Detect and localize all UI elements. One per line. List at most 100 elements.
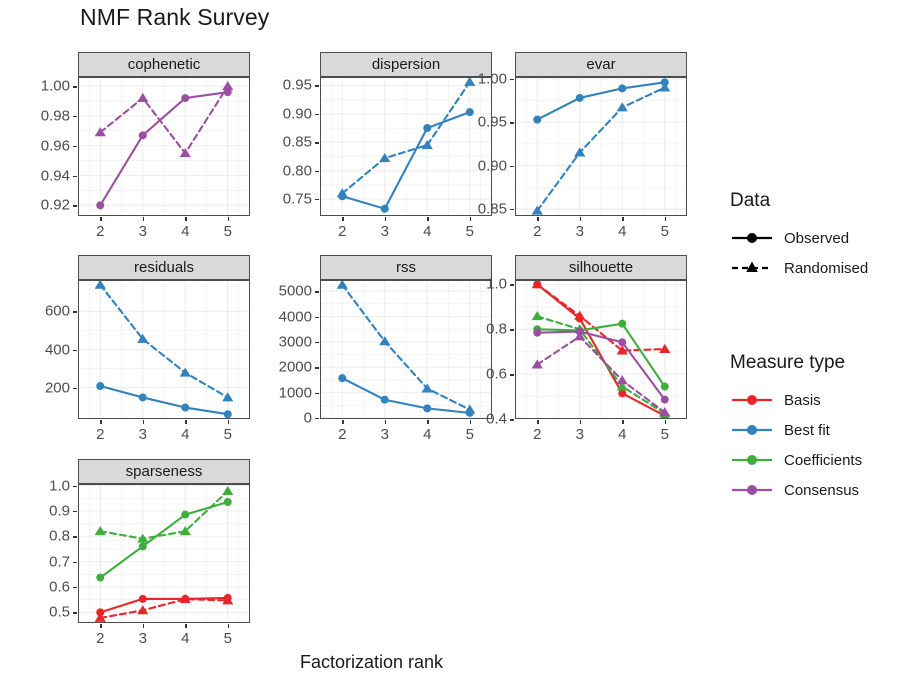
series-point-silhouette-0 <box>618 389 627 398</box>
legend-item-consensus[interactable]: Consensus <box>730 475 862 505</box>
x-tick-mark-rss-1 <box>384 420 387 424</box>
x-tick-mark-evar-1 <box>579 217 582 221</box>
series-point-rss-1 <box>421 383 433 393</box>
y-tick-label-residuals-1: 400 <box>44 341 70 358</box>
x-tick-mark-evar-2 <box>622 217 624 221</box>
y-tick-label-rss-0: 0 <box>303 409 312 427</box>
series-point-silhouette-2 <box>618 319 627 328</box>
series-point-sparseness-3 <box>137 533 149 543</box>
x-tick-label-sparseness-1: 3 <box>138 630 147 647</box>
legend-item-coefficients[interactable]: Coefficients <box>730 445 862 475</box>
series-point-silhouette-4 <box>618 338 627 347</box>
y-tick-mark-rss-4 <box>315 316 319 318</box>
y-tick-mark-silhouette-0 <box>510 419 514 421</box>
y-tick-mark-sparseness-2 <box>73 561 77 563</box>
y-tick-label-dispersion-3: 0.90 <box>282 105 312 123</box>
x-tick-label-silhouette-0: 2 <box>533 426 542 443</box>
series-line-sparseness-1 <box>99 598 229 619</box>
facet-strip-label-rss: rss <box>320 255 492 280</box>
series-point-rss-1 <box>464 404 476 414</box>
series-canvas-evar <box>516 78 686 215</box>
y-tick-mark-silhouette-2 <box>510 329 514 331</box>
x-tick-label-cophenetic-2: 4 <box>181 223 190 240</box>
series-point-sparseness-3 <box>222 485 234 495</box>
legend-key-circle-icon <box>730 419 774 441</box>
series-point-rss-0 <box>380 395 389 404</box>
series-point-sparseness-1 <box>179 593 191 604</box>
y-tick-label-residuals-0: 200 <box>44 379 70 397</box>
page-title: NMF Rank Survey <box>80 4 270 30</box>
y-tick-label-silhouette-0: 0.4 <box>486 410 507 428</box>
series-line-rss-1 <box>341 283 471 411</box>
plot-area-rss <box>320 280 492 419</box>
y-tick-label-sparseness-5: 1.0 <box>49 477 70 494</box>
series-point-silhouette-1 <box>616 345 628 355</box>
x-tick-mark-dispersion-2 <box>427 217 429 221</box>
x-tick-label-evar-1: 3 <box>575 223 584 240</box>
y-tick-label-rss-3: 3000 <box>278 333 312 351</box>
y-tick-mark-cophenetic-2 <box>73 145 77 148</box>
legend-label-randomised: Randomised <box>784 259 869 277</box>
series-line-silhouette-0 <box>536 283 666 417</box>
plot-area-dispersion <box>320 77 492 216</box>
legend-item-randomised[interactable]: Randomised <box>730 253 868 283</box>
x-tick-label-cophenetic-0: 2 <box>96 223 105 240</box>
plot-area-silhouette <box>515 280 687 419</box>
legend-label-best-fit: Best fit <box>784 421 830 439</box>
y-tick-mark-sparseness-3 <box>73 536 77 538</box>
y-tick-mark-sparseness-1 <box>73 586 77 589</box>
series-point-cophenetic-0 <box>96 201 105 210</box>
y-tick-label-silhouette-1: 0.6 <box>486 365 507 383</box>
legend-label-consensus: Consensus <box>784 481 860 499</box>
legend-key-circle-icon <box>730 479 774 501</box>
y-tick-mark-dispersion-4 <box>315 85 319 87</box>
x-tick-mark-dispersion-3 <box>469 217 472 221</box>
x-tick-mark-silhouette-1 <box>579 420 582 424</box>
legend-key-circle-icon <box>730 227 774 249</box>
y-tick-mark-evar-0 <box>510 208 514 211</box>
legend-item-best-fit[interactable]: Best fit <box>730 415 862 445</box>
series-point-sparseness-1 <box>137 605 149 615</box>
y-tick-mark-rss-1 <box>315 392 319 395</box>
x-tick-mark-dispersion-0 <box>342 217 344 221</box>
series-point-sparseness-0 <box>96 608 105 617</box>
series-point-dispersion-0 <box>423 124 432 133</box>
x-tick-label-residuals-0: 2 <box>96 426 105 443</box>
y-tick-mark-rss-2 <box>315 367 319 369</box>
y-tick-label-dispersion-4: 0.95 <box>282 76 312 94</box>
series-line-residuals-0 <box>99 384 229 416</box>
y-tick-label-silhouette-2: 0.8 <box>486 320 507 338</box>
y-tick-mark-cophenetic-3 <box>73 115 77 118</box>
x-tick-mark-rss-2 <box>427 420 429 424</box>
x-tick-label-silhouette-3: 5 <box>660 426 669 443</box>
series-canvas-residuals <box>79 281 249 418</box>
series-line-silhouette-4 <box>536 330 666 401</box>
data-legend: Data Observed Randomised <box>730 190 868 283</box>
x-tick-mark-residuals-2 <box>185 420 187 424</box>
series-point-residuals-0 <box>138 393 147 402</box>
series-point-silhouette-5 <box>531 359 543 369</box>
series-point-residuals-1 <box>179 367 191 377</box>
x-tick-label-cophenetic-3: 5 <box>223 223 232 240</box>
series-point-sparseness-2 <box>181 510 190 519</box>
legend-item-observed[interactable]: Observed <box>730 223 868 253</box>
y-tick-label-cophenetic-0: 0.92 <box>40 196 70 214</box>
legend-key-circle-icon <box>730 449 774 471</box>
facet-panel-cophenetic: cophenetic 0.92 0.94 0.96 0.98 1.00 2 3 4 5 <box>41 52 250 240</box>
x-tick-mark-cophenetic-1 <box>142 217 145 221</box>
y-tick-mark-residuals-1 <box>73 349 77 351</box>
series-point-rss-1 <box>379 336 391 346</box>
legend-item-basis[interactable]: Basis <box>730 385 862 415</box>
series-point-cophenetic-1 <box>179 148 191 158</box>
facet-panel-evar: evar 0.85 0.90 0.95 1.00 2 3 4 5 <box>478 52 687 240</box>
y-tick-label-evar-3: 1.00 <box>477 70 507 88</box>
y-tick-label-sparseness-4: 0.9 <box>49 502 70 520</box>
legend-key-triangle-icon <box>730 257 774 279</box>
series-canvas-silhouette <box>516 281 686 418</box>
series-point-residuals-1 <box>137 333 149 343</box>
x-tick-label-cophenetic-1: 3 <box>138 223 147 240</box>
series-point-evar-0 <box>533 115 542 124</box>
y-tick-mark-rss-0 <box>315 418 319 420</box>
series-point-silhouette-2 <box>660 382 669 391</box>
y-tick-label-rss-1: 1000 <box>278 384 312 402</box>
